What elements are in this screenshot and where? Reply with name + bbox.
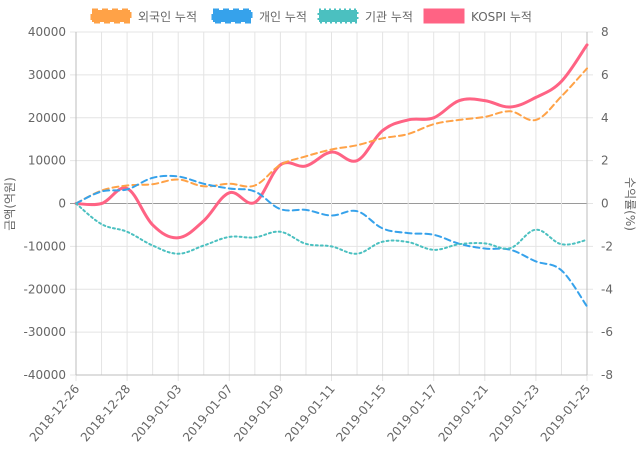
- y-left-tick-label: -20000: [23, 282, 66, 296]
- series-lines: [74, 43, 589, 308]
- legend[interactable]: 외국인 누적 개인 누적 기관 누적 KOSPI 누적: [90, 8, 532, 24]
- x-tick-label: 2018-12-28: [78, 382, 134, 444]
- y-right-tick-label: 4: [601, 111, 609, 125]
- legend-item-foreign[interactable]: 외국인 누적: [90, 8, 197, 24]
- y-right-tick-label: 8: [601, 25, 609, 39]
- y-right-tick-label: -8: [601, 368, 613, 382]
- x-tick-label: 2019-01-07: [180, 382, 236, 444]
- x-tick-label: 2019-01-09: [231, 382, 287, 444]
- y-left-tick-label: 20000: [28, 111, 66, 125]
- y-right-tick-label: -6: [601, 325, 613, 339]
- y-left-tick-label: -30000: [23, 325, 66, 339]
- series-line-institution: [75, 202, 588, 255]
- x-tick-label: 2019-01-25: [538, 382, 594, 444]
- series-line-kospi: [74, 43, 589, 240]
- series-line-individual: [75, 174, 588, 308]
- y-axis-right-label: 수익률(%): [623, 177, 637, 231]
- y-left-tick-label: -40000: [23, 368, 66, 382]
- y-right-tick-label: -2: [601, 239, 613, 253]
- series-line-foreign: [75, 67, 588, 205]
- x-tick-label: 2019-01-11: [282, 382, 338, 444]
- x-tick-label: 2019-01-03: [129, 382, 185, 444]
- y-right-tick-label: 2: [601, 154, 609, 168]
- axes: 40000 30000 20000 10000 0 -10000 -20000 -30000 -…: [23, 25, 612, 444]
- x-tick-label: 2019-01-15: [333, 382, 389, 444]
- x-tick-label: 2019-01-21: [436, 382, 492, 444]
- y-right-tick-label: 0: [601, 197, 609, 211]
- legend-swatch: [90, 8, 132, 24]
- x-tick-label: 2019-01-23: [487, 382, 543, 444]
- legend-label: 개인 누적: [259, 10, 307, 24]
- legend-swatch: [423, 8, 465, 24]
- x-tick-label: 2019-01-17: [384, 382, 440, 444]
- legend-swatch: [317, 8, 359, 24]
- legend-swatch: [211, 8, 253, 24]
- y-right-tick-label: 6: [601, 68, 609, 82]
- grid: [70, 31, 593, 381]
- legend-item-institution[interactable]: 기관 누적: [317, 8, 413, 24]
- legend-item-kospi[interactable]: KOSPI 누적: [423, 8, 532, 24]
- y-left-tick-label: 0: [58, 197, 66, 211]
- y-left-tick-label: 40000: [28, 25, 66, 39]
- legend-label: 기관 누적: [365, 10, 413, 24]
- legend-item-individual[interactable]: 개인 누적: [211, 8, 307, 24]
- y-axis-left-label: 금액(억원): [3, 177, 17, 231]
- x-tick-label: 2018-12-26: [27, 382, 83, 444]
- legend-label: 외국인 누적: [138, 10, 197, 24]
- y-left-tick-label: 10000: [28, 154, 66, 168]
- y-left-tick-label: 30000: [28, 68, 66, 82]
- y-right-tick-label: -4: [601, 282, 613, 296]
- y-left-tick-label: -10000: [23, 239, 66, 253]
- legend-label: KOSPI 누적: [471, 10, 532, 24]
